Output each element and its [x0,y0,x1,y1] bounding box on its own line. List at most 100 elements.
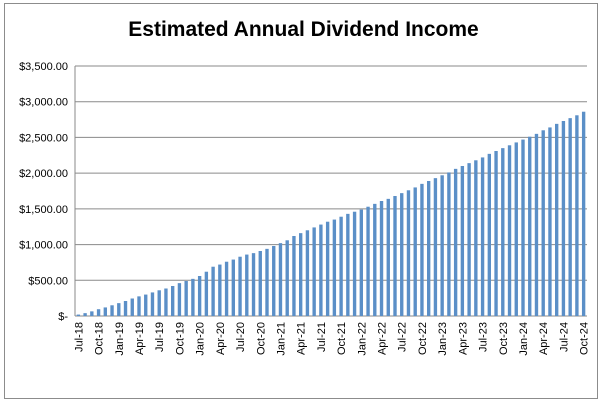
bar-Jul-22 [400,193,404,316]
x-tick-label: Jul-24 [558,322,570,352]
y-tick-label: $- [58,311,68,323]
y-tick-label: $2,500.00 [19,132,68,144]
bar-Aug-24 [568,118,572,317]
bar-Dec-22 [433,178,438,316]
bar-Feb-21 [285,240,289,316]
bar-Mar-22 [373,203,377,316]
bar-chart: $- $500.00 $1,000.00 $1,500.00 $2,000.00 $2,5… [19,61,591,356]
bar-Apr-20 [218,264,222,316]
bar-Dec-21 [352,211,357,316]
bar-Apr-22 [379,201,384,316]
bar-Feb-20 [204,271,209,316]
x-tick-label: Jul-21 [316,322,328,352]
bar-Apr-21 [299,233,303,316]
bar-Oct-22 [420,183,424,316]
bar-Jul-21 [319,224,323,316]
x-tick-label: Jul-18 [73,322,85,352]
x-tick-label: Jan-23 [437,322,449,356]
chart-title: Estimated Annual Dividend Income [128,18,479,41]
x-tick-label: Oct-24 [579,322,591,355]
bars [76,111,586,317]
bar-Jun-24 [555,123,559,316]
bar-Jan-19 [117,303,121,316]
bar-Dec-19 [191,278,195,316]
bar-May-20 [224,261,229,316]
bar-Dec-18 [110,305,114,316]
bar-Aug-19 [164,288,168,316]
y-tick-label: $500.00 [28,275,68,287]
bar-Apr-24 [541,130,545,316]
bar-Dec-20 [272,246,276,316]
bar-Oct-21 [339,216,343,316]
x-tick-label: Apr-24 [538,322,550,355]
chart-frame[interactable]: Estimated Annual Dividend Income $- $500.… [4,3,598,399]
bar-Oct-19 [177,283,182,316]
bar-May-24 [548,127,552,316]
bar-Jan-20 [197,276,202,316]
x-tick-label: Jan-22 [356,322,368,356]
bar-Jul-18 [76,314,81,316]
x-axis-ticks: Jul-18 Oct-18 Jan-19 Apr-19 Jul-19 Oct-19 Jan-… [73,322,590,356]
x-tick-label: Jan-19 [114,322,126,356]
x-tick-label: Apr-19 [134,322,146,355]
bar-May-23 [467,163,471,316]
bar-May-19 [144,294,148,316]
x-tick-label: Apr-22 [377,322,389,355]
bar-Oct-24 [581,111,586,316]
bar-Jan-22 [359,209,363,316]
x-tick-label: Jul-22 [397,322,409,352]
bar-Jun-22 [393,196,397,316]
bar-Oct-23 [501,148,505,316]
bar-Sep-18 [90,311,94,316]
bar-Sep-23 [494,151,498,316]
y-tick-label: $3,000.00 [19,97,68,109]
bar-Jun-21 [312,227,316,316]
bar-Mar-19 [130,298,134,316]
bar-Jul-24 [561,121,566,316]
bar-Sep-19 [171,286,175,316]
bar-Jun-19 [150,292,155,316]
x-tick-label: Apr-23 [457,322,469,355]
bar-Aug-18 [83,313,87,316]
bar-May-21 [305,230,310,316]
bar-Aug-23 [487,153,491,316]
y-tick-label: $1,000.00 [19,240,68,252]
x-tick-label: Oct-22 [417,322,429,355]
x-tick-label: Oct-19 [174,322,186,355]
bar-Oct-20 [258,251,262,316]
x-tick-label: Jul-23 [478,322,490,352]
bar-Jan-23 [440,175,444,316]
bar-Nov-22 [427,181,431,316]
x-tick-label: Oct-21 [336,322,348,355]
bar-Sep-22 [413,187,417,316]
bar-Mar-23 [453,168,458,316]
bar-Dec-23 [514,142,518,316]
x-tick-label: Oct-23 [498,322,510,355]
bar-Feb-24 [528,136,532,316]
bar-May-22 [386,198,390,316]
x-tick-label: Jan-21 [275,322,287,356]
bar-Sep-20 [251,253,256,316]
x-tick-label: Apr-20 [215,322,227,355]
bar-Jul-19 [157,290,161,316]
bar-Mar-21 [292,236,296,316]
bar-Nov-21 [346,213,350,316]
x-tick-label: Oct-18 [94,322,106,355]
bar-Nov-18 [103,307,107,316]
y-tick-label: $3,500.00 [19,61,68,73]
bar-Nov-19 [184,281,188,316]
bar-Aug-21 [325,221,330,316]
bar-Jul-20 [238,256,242,316]
bar-Jun-20 [231,259,235,316]
bar-Jul-23 [480,157,485,316]
bar-Nov-20 [265,248,269,316]
bar-Jun-23 [474,160,478,316]
bar-Feb-22 [366,206,370,316]
x-tick-label: Apr-21 [296,322,308,355]
bar-Aug-20 [245,254,249,316]
bar-Apr-19 [137,296,141,316]
x-tick-label: Jan-24 [518,322,530,356]
bar-Aug-22 [406,190,411,316]
bar-Feb-19 [123,301,128,316]
